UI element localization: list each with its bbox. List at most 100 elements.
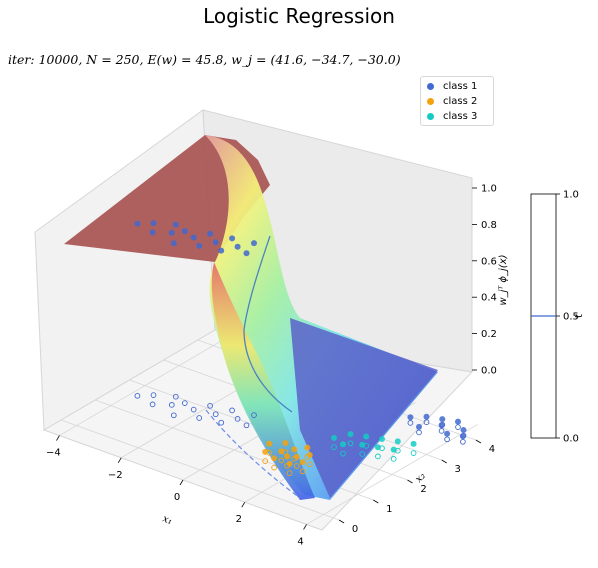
data-point xyxy=(438,422,445,429)
data-point xyxy=(390,446,397,453)
data-point xyxy=(444,430,451,437)
data-point xyxy=(286,460,293,467)
x-tick-label: −4 xyxy=(46,448,61,459)
floor-point xyxy=(306,461,313,468)
floor-point xyxy=(286,470,293,476)
data-point xyxy=(359,441,366,448)
z-axis: 0.0 0.2 0.4 0.6 0.8 1.0 xyxy=(472,184,497,377)
floor-point xyxy=(390,456,397,462)
floor-point xyxy=(243,422,250,429)
data-point xyxy=(340,441,346,448)
y-tick-mark xyxy=(373,499,379,504)
x-tick-mark xyxy=(117,457,122,463)
data-point xyxy=(423,413,430,420)
legend-marker xyxy=(427,83,434,90)
data-point xyxy=(243,250,250,257)
z-tick-label: 0.8 xyxy=(481,220,497,231)
floor-point xyxy=(340,450,346,457)
colorbar-label: t xyxy=(574,314,585,318)
y-axis: 0 1 2 3 4 xyxy=(338,439,495,535)
floor-point xyxy=(293,463,300,469)
data-point xyxy=(149,229,156,236)
data-point xyxy=(410,440,417,447)
floor-point xyxy=(149,401,156,408)
x-tick-label: 2 xyxy=(236,514,242,525)
legend-marker xyxy=(427,113,434,120)
floor-point xyxy=(212,411,219,418)
y-tick-label: 0 xyxy=(352,524,358,535)
data-point xyxy=(207,230,214,237)
floor-point xyxy=(229,407,235,414)
colorbar-ticks: 0.0 0.5 1.0 xyxy=(556,190,579,445)
data-point xyxy=(331,434,337,441)
floor-point xyxy=(234,416,241,422)
floor-point xyxy=(460,438,466,445)
x-axis-label: x₁ xyxy=(161,513,174,527)
data-point xyxy=(460,427,467,433)
data-point xyxy=(374,444,381,451)
chart-subtitle: iter: 10000, N = 250, E(w) = 45.8, w_j =… xyxy=(8,52,401,67)
y-tick-label: 1 xyxy=(386,504,392,515)
data-point xyxy=(306,452,313,458)
x-tick-mark xyxy=(179,479,184,486)
z-tick-label: 1.0 xyxy=(481,184,497,195)
floor-point xyxy=(218,419,225,426)
data-point xyxy=(218,247,225,254)
legend-marker xyxy=(427,98,434,105)
data-point xyxy=(172,221,179,228)
floor-point xyxy=(375,453,381,460)
floor-point xyxy=(410,450,417,456)
y-tick-mark xyxy=(407,479,413,484)
decision-boundary-surface xyxy=(243,235,293,413)
colorbar-tick-label: 1.0 xyxy=(563,190,579,201)
colorbar-tick-label: 0.5 xyxy=(563,312,579,323)
data-point xyxy=(196,242,203,249)
data-point xyxy=(170,240,177,247)
data-point xyxy=(181,228,188,235)
data-point xyxy=(379,436,385,442)
z-axis-label: w_jᵀ ϕ_j(x) xyxy=(498,254,509,305)
legend-label: class 1 xyxy=(443,81,478,92)
data-point xyxy=(271,455,278,462)
scatter-points xyxy=(134,220,467,467)
floor-point xyxy=(251,412,257,418)
x-tick-label: −2 xyxy=(108,470,123,481)
floor-point xyxy=(168,402,175,408)
y-tick-label: 3 xyxy=(455,464,461,475)
floor-point xyxy=(444,436,450,443)
colorbar-tick-label: 0.0 xyxy=(563,434,579,445)
z-tick-label: 0.2 xyxy=(481,329,497,340)
data-point xyxy=(266,440,273,447)
legend-item-class-2: class 2 xyxy=(427,94,493,109)
data-point xyxy=(282,440,289,446)
x-tick-mark xyxy=(56,435,60,441)
surface-fold xyxy=(211,262,315,500)
data-point xyxy=(134,220,141,227)
y-axis-label: x₂ xyxy=(413,471,428,486)
x-tick-label: 4 xyxy=(297,536,303,547)
data-point xyxy=(150,220,157,227)
y-tick-mark xyxy=(338,519,345,524)
floor-point xyxy=(407,420,414,426)
floor-point xyxy=(271,464,277,471)
floor-point xyxy=(150,392,157,398)
floor-point xyxy=(172,393,179,400)
floor-point xyxy=(438,428,445,434)
data-point xyxy=(262,448,269,455)
z-tick-label: 0.6 xyxy=(481,256,497,267)
y-tick-mark xyxy=(441,459,447,464)
data-point xyxy=(251,240,257,247)
floor-point xyxy=(262,458,269,464)
y-tick-mark xyxy=(475,439,482,444)
data-point xyxy=(459,433,466,440)
data-point xyxy=(229,235,236,242)
data-point xyxy=(363,433,370,440)
floor-point xyxy=(170,412,177,419)
legend: class 1 class 2 class 3 xyxy=(420,76,494,126)
floor-point xyxy=(134,392,141,399)
floor-point xyxy=(299,468,306,475)
legend-label: class 3 xyxy=(443,111,478,122)
data-point xyxy=(291,446,298,453)
legend-item-class-1: class 1 xyxy=(427,79,493,94)
data-point xyxy=(304,444,311,451)
